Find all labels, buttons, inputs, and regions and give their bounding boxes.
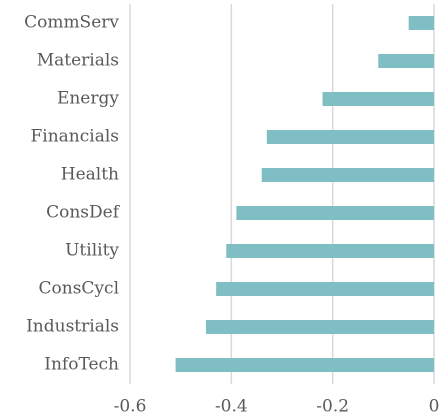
y-tick-label: Industrials xyxy=(26,317,119,337)
y-tick-label: Health xyxy=(61,165,119,185)
bar xyxy=(378,54,434,68)
y-tick-label: CommServ xyxy=(24,13,119,33)
y-tick-label: ConsDef xyxy=(46,203,121,223)
bar xyxy=(236,206,434,220)
x-tick-label: -0.6 xyxy=(114,397,147,417)
bar xyxy=(216,282,434,296)
y-tick-label: Utility xyxy=(65,241,119,261)
y-tick-label: Materials xyxy=(37,51,119,71)
y-tick-label: InfoTech xyxy=(44,355,119,375)
bar xyxy=(226,244,434,258)
x-tick-label: -0.4 xyxy=(215,397,248,417)
y-tick-label: Financials xyxy=(30,127,119,147)
y-tick-label: ConsCycl xyxy=(39,279,119,299)
x-tick-label: -0.2 xyxy=(316,397,349,417)
bar xyxy=(266,130,434,144)
y-tick-label: Energy xyxy=(57,89,119,109)
bar xyxy=(261,168,434,182)
x-tick-label: 0 xyxy=(429,397,440,417)
bar xyxy=(408,16,434,30)
bar xyxy=(175,358,434,372)
bar xyxy=(322,92,434,106)
bar xyxy=(206,320,434,334)
